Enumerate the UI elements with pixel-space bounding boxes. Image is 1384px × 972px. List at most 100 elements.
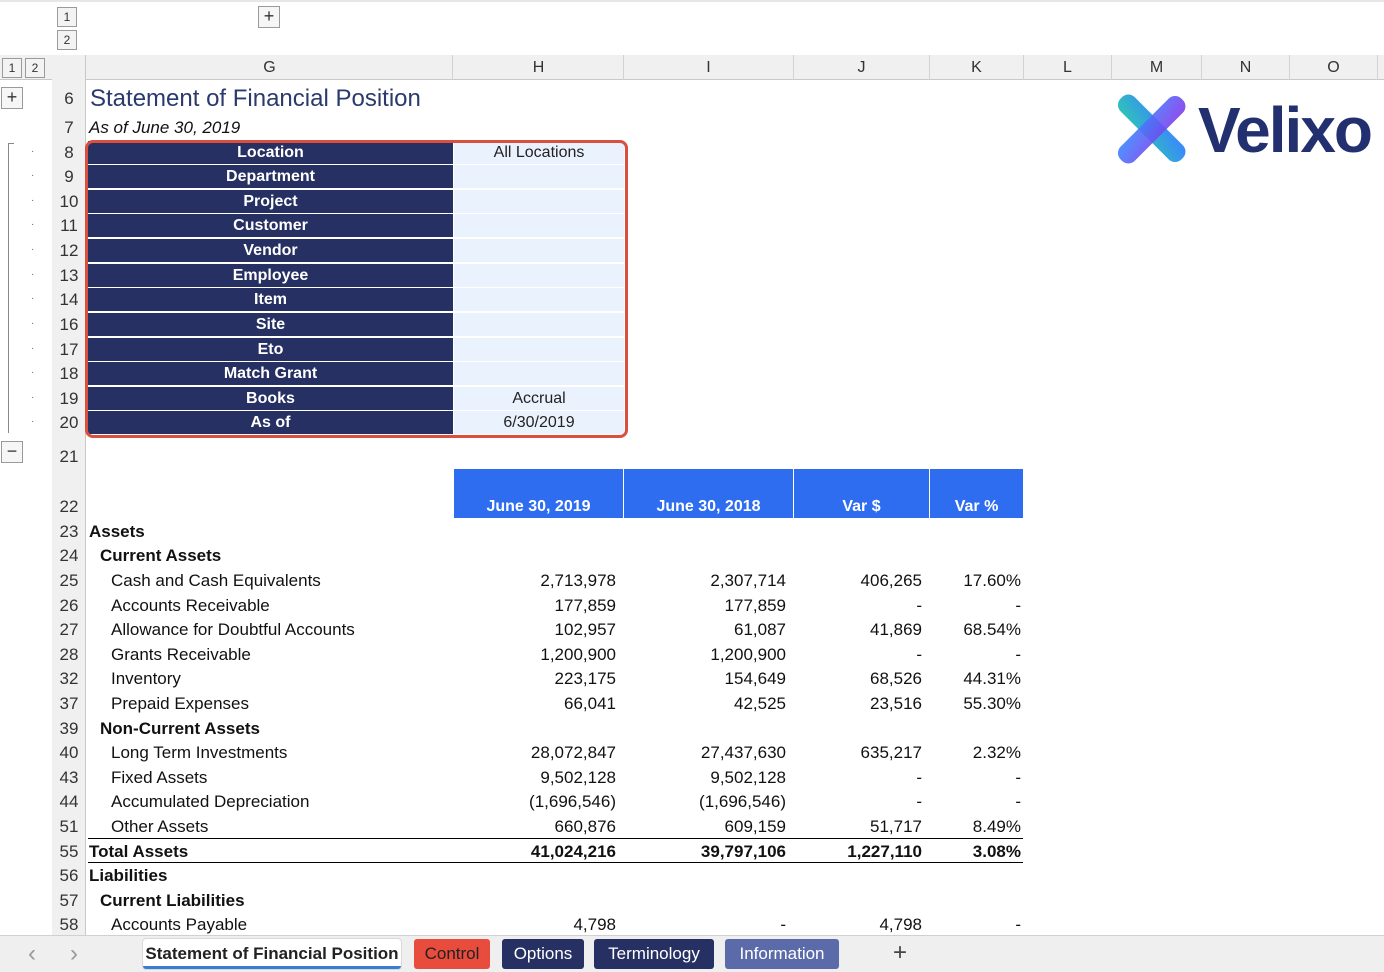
row-number-11[interactable]: 11 (60, 216, 78, 235)
row-number-23[interactable]: 23 (59, 522, 79, 541)
filter-value[interactable] (454, 264, 624, 288)
value-cell-k: 17.60% (963, 571, 1021, 590)
value-cell-j: 23,516 (870, 694, 922, 713)
value-cell-i: 39,797,106 (700, 842, 786, 861)
value-cell-k: - (1015, 768, 1021, 787)
filter-value[interactable] (454, 165, 624, 189)
row-number-22[interactable]: 22 (59, 497, 79, 516)
header-june-2019: June 30, 2019 (454, 469, 623, 518)
row-label: Total Assets (89, 842, 189, 861)
column-header-l[interactable]: L (1024, 55, 1112, 80)
value-cell-j: 635,217 (860, 743, 922, 762)
row-label: Fixed Assets (111, 768, 208, 787)
value-cell-i: - (780, 915, 786, 934)
row-number-39[interactable]: 39 (59, 719, 79, 738)
row-number-13[interactable]: 13 (59, 266, 79, 285)
sheet-tab-terminology[interactable]: Terminology (594, 939, 714, 969)
prev-sheet-arrow-icon[interactable]: ‹ (28, 940, 36, 967)
column-header-j[interactable]: J (794, 55, 930, 80)
row-number-6[interactable]: 6 (64, 89, 74, 108)
filter-label: Books (88, 387, 453, 411)
row-number-51[interactable]: 51 (59, 817, 79, 836)
row-number-57[interactable]: 57 (59, 891, 79, 910)
row-number-8[interactable]: 8 (64, 143, 74, 162)
filter-value[interactable] (454, 190, 624, 214)
row-number-14[interactable]: 14 (59, 290, 79, 309)
filter-label: Project (88, 190, 453, 214)
row-number-40[interactable]: 40 (59, 743, 79, 762)
column-header-n[interactable]: N (1202, 55, 1290, 80)
value-cell-i: 177,859 (724, 596, 786, 615)
row-number-12[interactable]: 12 (59, 241, 79, 260)
filter-label: Vendor (88, 239, 453, 263)
sheet-tab-information[interactable]: Information (725, 939, 839, 969)
row-outline-dot: · (31, 293, 35, 304)
row-number-17[interactable]: 17 (59, 340, 79, 359)
column-header-k[interactable]: K (930, 55, 1024, 80)
filter-value[interactable] (454, 239, 624, 263)
filter-value[interactable] (454, 362, 624, 386)
filter-value[interactable] (454, 214, 624, 238)
sheet-tab-statement-of-financial-position[interactable]: Statement of Financial Position (143, 939, 401, 969)
row-number-16[interactable]: 16 (59, 315, 79, 334)
column-header-m[interactable]: M (1112, 55, 1202, 80)
column-header-h[interactable]: H (454, 55, 624, 80)
sheet-tab-options[interactable]: Options (502, 939, 584, 969)
row-outline-dot: · (31, 392, 35, 403)
col-outline-level-1-button[interactable]: 1 (57, 7, 77, 27)
col-outline-level-2-button[interactable]: 2 (57, 30, 77, 50)
select-all-corner[interactable] (52, 55, 86, 80)
row-outline-level-1-button[interactable]: 1 (2, 58, 22, 78)
next-sheet-arrow-icon[interactable]: › (70, 940, 78, 967)
sheet-tab-control[interactable]: Control (414, 939, 490, 969)
column-header-i[interactable]: I (624, 55, 794, 80)
row-label: Other Assets (111, 817, 209, 836)
row-number-44[interactable]: 44 (59, 792, 79, 811)
row-number-21[interactable]: 21 (59, 447, 79, 466)
filter-value[interactable]: All Locations (454, 141, 624, 165)
row-outline-level-2-button[interactable]: 2 (25, 58, 45, 78)
column-header-o[interactable]: O (1290, 55, 1378, 80)
filter-value[interactable] (454, 313, 624, 337)
row-number-28[interactable]: 28 (59, 645, 79, 664)
add-sheet-button[interactable]: + (893, 939, 908, 966)
filter-value[interactable]: 6/30/2019 (454, 411, 624, 435)
filter-label: Employee (88, 264, 453, 288)
row-number-25[interactable]: 25 (59, 571, 79, 590)
row-expand-button[interactable]: + (1, 87, 23, 109)
row-number-27[interactable]: 27 (59, 620, 79, 639)
row-number-19[interactable]: 19 (59, 389, 79, 408)
row-number-43[interactable]: 43 (59, 768, 79, 787)
value-cell-j: 4,798 (879, 915, 922, 934)
filter-value[interactable] (454, 338, 624, 362)
row-number-9[interactable]: 9 (64, 167, 74, 186)
value-cell-k: 44.31% (963, 669, 1021, 688)
row-number-32[interactable]: 32 (59, 669, 79, 688)
row-collapse-button[interactable]: − (1, 441, 23, 463)
col-expand-button[interactable]: + (258, 6, 280, 28)
row-number-58[interactable]: 58 (59, 915, 79, 934)
row-number-10[interactable]: 10 (59, 192, 79, 211)
row-label: Liabilities (89, 866, 168, 885)
column-header-g[interactable]: G (87, 55, 453, 80)
row-number-55[interactable]: 55 (59, 842, 79, 861)
filter-value[interactable] (454, 288, 624, 312)
row-number-20[interactable]: 20 (59, 413, 79, 432)
row-outline-dot: · (31, 146, 35, 157)
row-number-7[interactable]: 7 (64, 118, 74, 137)
row-group-bracket (8, 143, 14, 433)
row-label: Assets (89, 522, 145, 541)
filter-label: Item (88, 288, 453, 312)
row-label: Non-Current Assets (100, 719, 260, 738)
value-cell-h: 1,200,900 (540, 645, 616, 664)
filter-value[interactable]: Accrual (454, 387, 624, 411)
value-cell-j: - (916, 596, 922, 615)
row-outline-dot: · (31, 244, 35, 255)
row-outline-dot: · (31, 219, 35, 230)
row-number-24[interactable]: 24 (59, 546, 79, 565)
row-label: Accounts Receivable (111, 596, 270, 615)
row-number-37[interactable]: 37 (59, 694, 79, 713)
row-number-26[interactable]: 26 (59, 596, 79, 615)
row-number-18[interactable]: 18 (59, 364, 79, 383)
row-number-56[interactable]: 56 (59, 866, 79, 885)
